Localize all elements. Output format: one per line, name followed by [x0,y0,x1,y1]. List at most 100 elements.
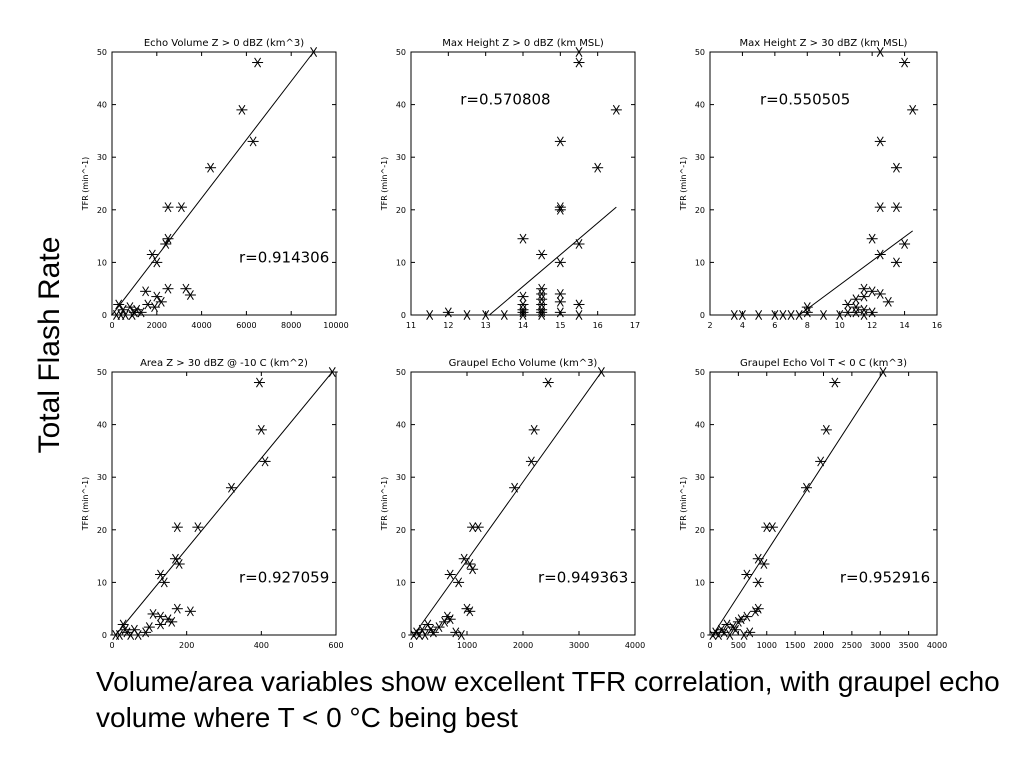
data-point [730,624,742,635]
regression-line [712,371,884,636]
correlation-label: r=0.949363 [538,568,628,586]
data-point [866,233,878,244]
plot-frame [111,51,337,316]
data-point [573,299,585,310]
x-tick-label: 8 [805,321,810,330]
data-point [554,204,566,215]
data-point [517,233,529,244]
plot-frame [410,371,636,636]
data-point [850,302,862,313]
data-point [536,249,548,260]
y-axis-label: TFR (min^-1) [81,157,90,212]
data-point [140,286,152,297]
correlation-label: r=0.550505 [760,91,850,109]
data-point [829,377,841,388]
data-point [464,606,476,617]
x-tick-label: 1000 [457,641,477,650]
x-tick-label: 16 [593,321,603,330]
data-point [184,606,196,617]
data-point [419,630,431,640]
x-tick-label: 12 [867,321,877,330]
data-point [874,202,886,213]
data-point [509,482,521,493]
data-point [850,307,862,318]
data-point [874,136,886,147]
data-point [525,456,537,467]
charts-canvas: Echo Volume Z > 0 dBZ (km^3) TFR (min^-1)… [81,38,947,650]
y-tick-label: 50 [396,48,406,57]
y-tick-label: 20 [396,526,406,535]
scatter-panel-2: Max Height Z > 0 dBZ (km MSL) TFR (min^-1… [380,38,640,330]
y-tick-label: 30 [695,473,705,482]
data-point [907,104,919,115]
data-point [592,162,604,173]
y-tick-label: 30 [396,153,406,162]
data-point [882,296,894,307]
data-point [890,162,902,173]
data-point [110,630,122,640]
y-tick-label: 0 [102,311,107,320]
data-point [126,310,138,320]
data-point [874,289,886,299]
data-point [815,456,827,467]
data-point [877,367,889,377]
y-axis-label: TFR (min^-1) [380,477,389,532]
data-point [146,249,158,260]
data-point [132,630,144,640]
y-tick-label: 50 [396,368,406,377]
x-tick-label: 3000 [569,641,589,650]
data-point [890,257,902,268]
data-point [171,522,183,533]
data-point [820,424,832,435]
y-tick-label: 40 [695,101,705,110]
x-tick-label: 2000 [147,321,167,330]
data-point [766,522,778,533]
data-point [236,104,248,115]
y-tick-label: 50 [97,368,107,377]
data-point [162,202,174,213]
data-point [758,559,770,569]
y-tick-label: 10 [396,578,406,587]
correlation-label: r=0.952916 [840,568,930,586]
data-point [173,559,185,569]
data-point [442,307,454,318]
data-point [732,616,744,627]
y-tick-label: 0 [102,631,107,640]
y-axis-label: TFR (min^-1) [679,157,688,212]
x-tick-label: 0 [707,641,712,650]
y-tick-label: 40 [396,421,406,430]
x-tick-label: 14 [899,321,909,330]
scatter-panel-3: Max Height Z > 30 dBZ (km MSL) TFR (min^-… [679,38,942,330]
x-tick-label: 4 [740,321,745,330]
data-point [866,286,878,297]
data-point [472,522,484,533]
regression-line [489,206,617,316]
data-point [326,367,338,377]
data-point [252,57,264,68]
x-tick-label: 2000 [813,641,833,650]
data-point [113,299,125,310]
data-point [225,482,237,493]
data-point [259,456,271,467]
data-point [143,622,155,633]
data-point [554,136,566,147]
caption: Volume/area variables show excellent TFR… [96,666,1000,733]
data-point [595,367,607,377]
data-point [874,47,886,57]
x-tick-label: 8000 [281,321,301,330]
data-point [450,627,462,638]
x-tick-label: 0 [408,641,413,650]
data-point [728,310,740,320]
data-point [458,553,470,564]
data-point [874,249,886,260]
x-tick-label: 4000 [927,641,947,650]
y-tick-label: 50 [695,368,705,377]
scatter-panel-4: Area Z > 30 dBZ @ -10 C (km^2) TFR (min^-… [81,358,344,650]
y-tick-label: 20 [97,206,107,215]
panel-title: Max Height Z > 0 dBZ (km MSL) [442,38,604,49]
x-tick-label: 17 [630,321,640,330]
data-point [801,302,813,313]
data-point [424,310,436,320]
data-point [162,283,174,294]
y-axis-label: TFR (min^-1) [380,157,389,212]
